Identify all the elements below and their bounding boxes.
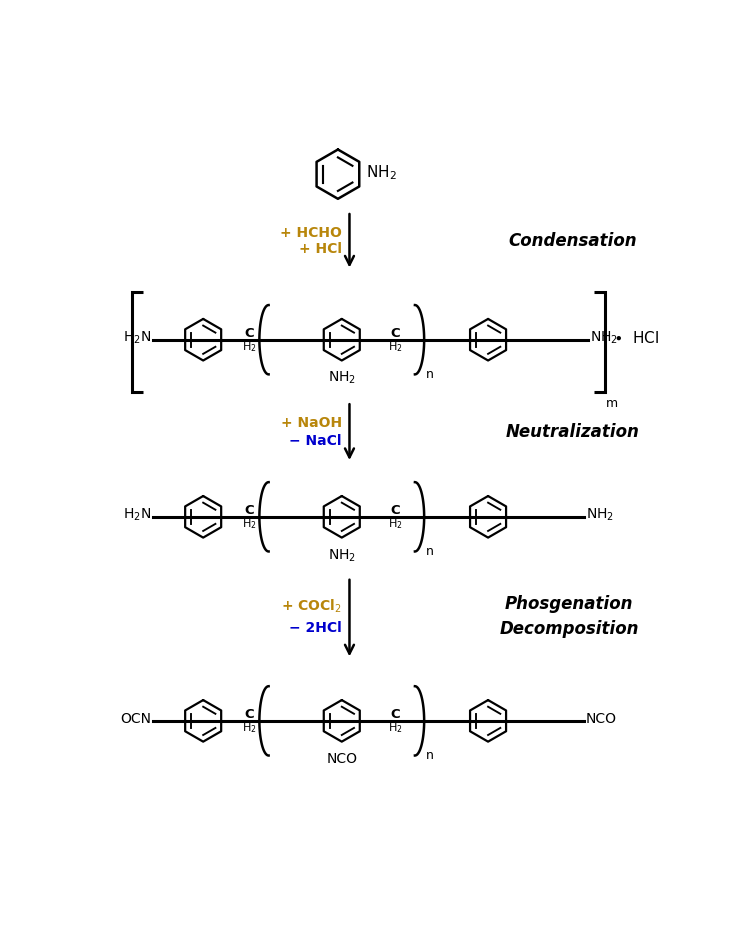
Text: $\mathregular{H_2}$: $\mathregular{H_2}$	[388, 340, 403, 354]
Text: Condensation: Condensation	[509, 232, 637, 250]
Text: $\mathregular{NH_2}$: $\mathregular{NH_2}$	[367, 163, 397, 182]
Text: C: C	[245, 327, 254, 340]
Text: OCN: OCN	[120, 712, 152, 726]
Text: + COCl$_2$: + COCl$_2$	[281, 598, 342, 614]
Text: n: n	[426, 368, 434, 381]
Text: Neutralization: Neutralization	[506, 423, 640, 441]
Text: n: n	[426, 749, 434, 762]
Text: $\mathregular{H_2N}$: $\mathregular{H_2N}$	[123, 329, 152, 345]
Text: C: C	[391, 708, 400, 721]
Text: C: C	[391, 327, 400, 340]
Text: n: n	[426, 545, 434, 558]
Text: $\mathregular{H_2}$: $\mathregular{H_2}$	[388, 721, 403, 734]
Text: C: C	[245, 708, 254, 721]
Text: $\mathregular{H_2}$: $\mathregular{H_2}$	[388, 517, 403, 531]
Text: $\mathregular{H_2}$: $\mathregular{H_2}$	[242, 340, 257, 354]
Text: $\mathregular{NH_2}$: $\mathregular{NH_2}$	[328, 547, 356, 564]
Text: $\mathregular{NH_2}$: $\mathregular{NH_2}$	[328, 370, 356, 386]
Text: $\mathregular{NH_2}$: $\mathregular{NH_2}$	[589, 329, 618, 345]
Text: Phosgenation
Decomposition: Phosgenation Decomposition	[499, 596, 639, 639]
Text: $\bullet$  HCl: $\bullet$ HCl	[613, 330, 659, 346]
Text: NCO: NCO	[326, 752, 358, 766]
Text: + HCl: + HCl	[298, 242, 342, 256]
Text: + NaOH: + NaOH	[280, 416, 342, 430]
Text: − 2HCl: − 2HCl	[289, 621, 342, 635]
Text: $\mathregular{H_2N}$: $\mathregular{H_2N}$	[123, 507, 152, 522]
Text: $\mathregular{H_2}$: $\mathregular{H_2}$	[242, 517, 257, 531]
Text: C: C	[391, 504, 400, 517]
Text: C: C	[245, 504, 254, 517]
Text: NCO: NCO	[586, 712, 617, 726]
Text: m: m	[606, 397, 618, 410]
Text: + HCHO: + HCHO	[280, 226, 342, 240]
Text: $\mathregular{NH_2}$: $\mathregular{NH_2}$	[586, 507, 614, 522]
Text: $\mathregular{H_2}$: $\mathregular{H_2}$	[242, 721, 257, 734]
Text: − NaCl: − NaCl	[289, 434, 342, 448]
